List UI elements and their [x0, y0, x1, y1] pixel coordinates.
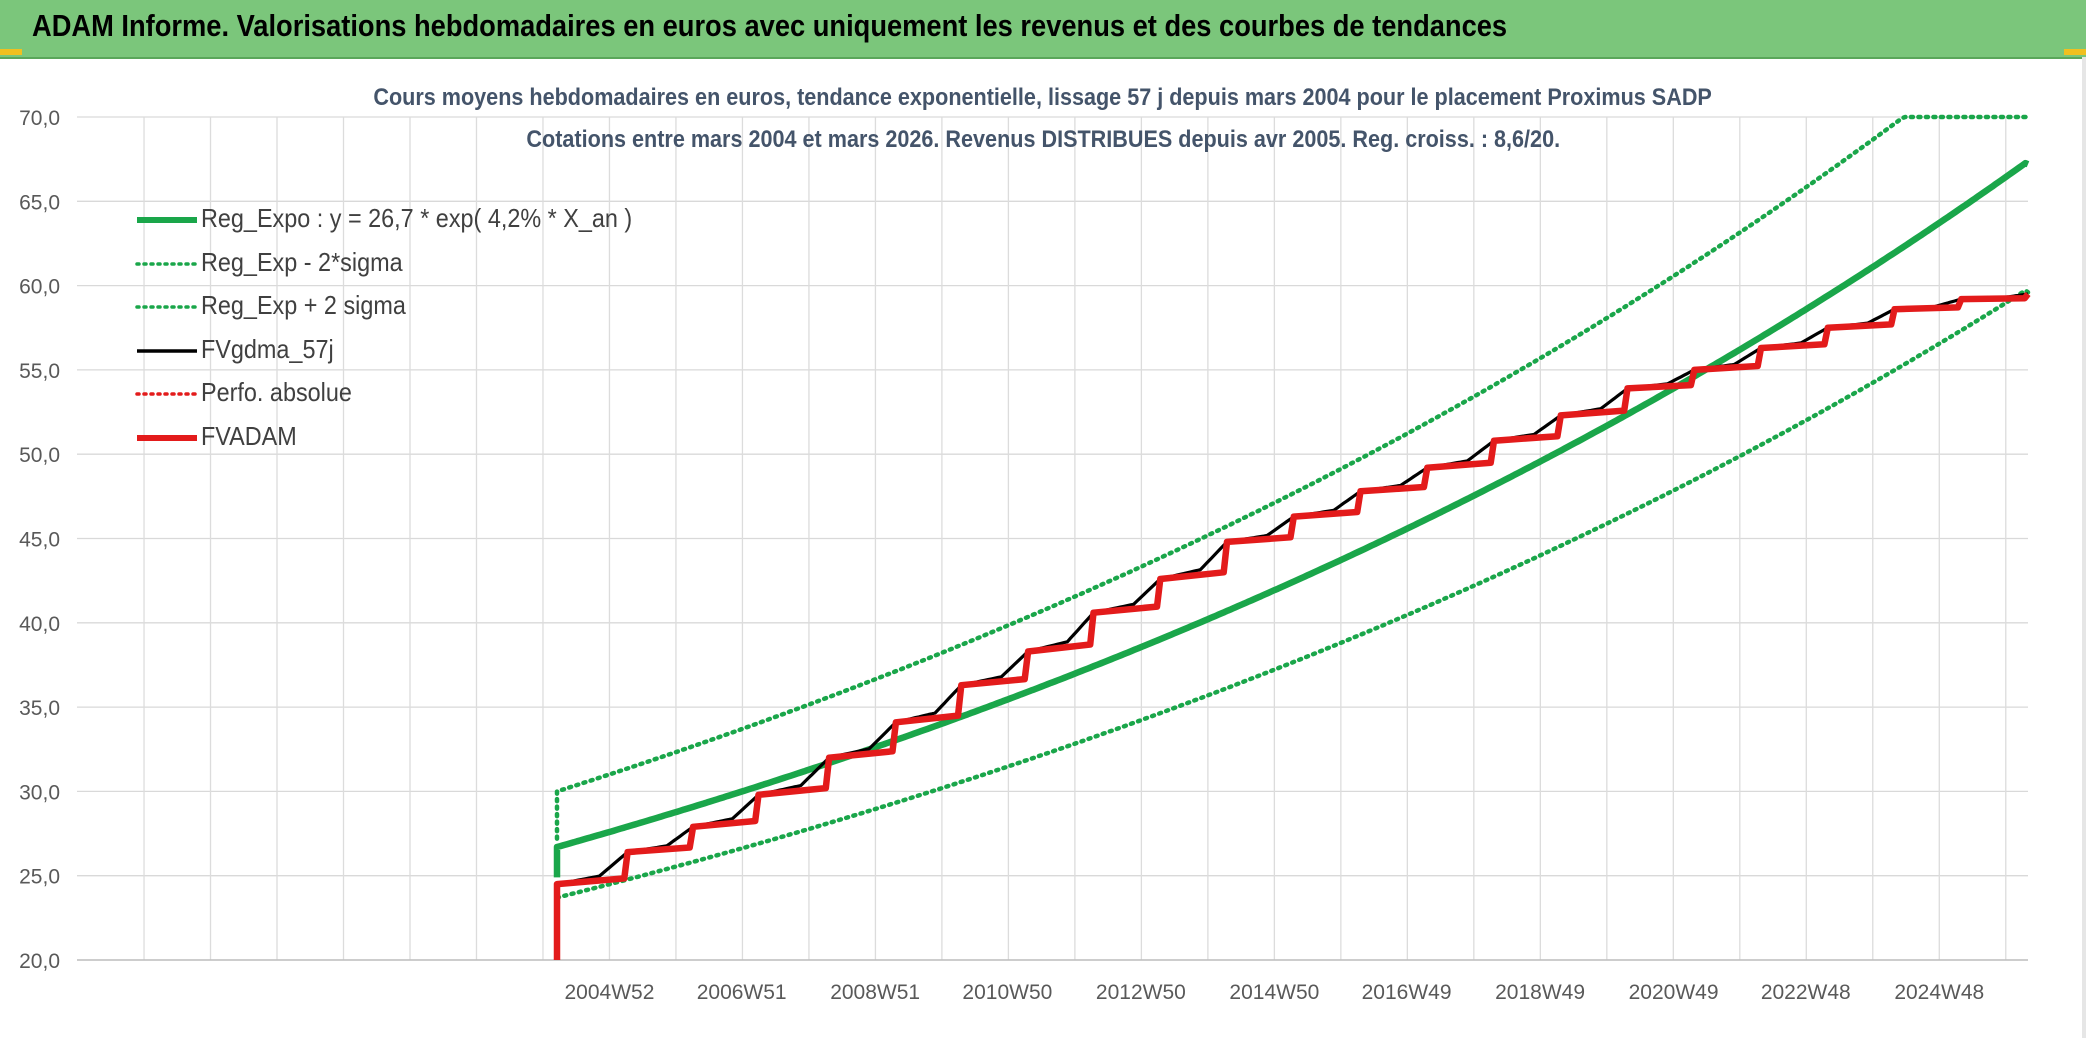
report-banner: ADAM Informe. Valorisations hebdomadaire… [0, 0, 2086, 59]
y-tick-label: 70,0 [19, 107, 60, 130]
x-tick-label: 2018W49 [1495, 981, 1585, 1004]
legend-label: FVgdma_57j [201, 333, 334, 364]
x-tick-label: 2020W49 [1629, 981, 1719, 1004]
y-tick-label: 45,0 [19, 529, 60, 552]
y-tick-label: 30,0 [19, 781, 60, 804]
series-line-6 [553, 291, 2031, 960]
legend-label: Reg_Exp - 2*sigma [201, 246, 403, 277]
legend-swatch [137, 217, 197, 223]
series-line-1 [553, 159, 2030, 878]
legend-label: Perfo. absolue [201, 377, 352, 407]
x-tick-label: 2006W51 [697, 981, 787, 1004]
legend-label: FVADAM [201, 420, 297, 451]
line-chart: 20,0 25,0 30,0 35,0 40,0 45,0 50,0 55,0 60,0 65,0… [19, 107, 2031, 1004]
chart-title-line-2: Cotations entre mars 2004 et mars 2026. … [526, 126, 1560, 153]
chart-title-line-1: Cours moyens hebdomadaires en euros, ten… [373, 84, 1713, 111]
y-tick-label: 20,0 [19, 950, 60, 973]
legend-label: Reg_Expo : y = 26,7 * exp( 4,2% * X_an ) [201, 203, 633, 233]
chart-frame-edge [2082, 57, 2086, 1038]
x-tick-label: 2024W48 [1894, 981, 1984, 1004]
report-title: ADAM Informe. Valorisations hebdomadaire… [32, 8, 1508, 43]
banner-accent-left [0, 49, 22, 55]
y-tick-label: 65,0 [19, 191, 60, 214]
legend-swatch [135, 392, 197, 396]
legend-label: Reg_Exp + 2 sigma [201, 290, 406, 320]
y-tick-label: 35,0 [19, 697, 60, 720]
y-tick-label: 40,0 [19, 613, 60, 636]
x-tick-label: 2008W51 [830, 981, 920, 1004]
y-tick-label: 55,0 [19, 360, 60, 383]
y-tick-label: 25,0 [19, 866, 60, 889]
legend-swatch [135, 261, 197, 266]
y-tick-label: 60,0 [19, 276, 60, 299]
series-line-2 [554, 288, 2031, 900]
x-tick-label: 2012W50 [1096, 981, 1186, 1004]
legend-swatch [135, 305, 197, 309]
legend-swatch [137, 434, 197, 441]
y-tick-label: 50,0 [19, 444, 60, 467]
x-tick-label: 2016W49 [1362, 981, 1452, 1004]
banner-accent-right [2064, 49, 2086, 55]
x-tick-label: 2014W50 [1229, 981, 1319, 1004]
x-tick-label: 2004W52 [565, 981, 655, 1004]
legend-swatch [137, 348, 197, 353]
series-line-3 [554, 114, 2031, 841]
x-tick-label: 2010W50 [962, 981, 1052, 1004]
x-tick-label: 2022W48 [1761, 981, 1851, 1004]
